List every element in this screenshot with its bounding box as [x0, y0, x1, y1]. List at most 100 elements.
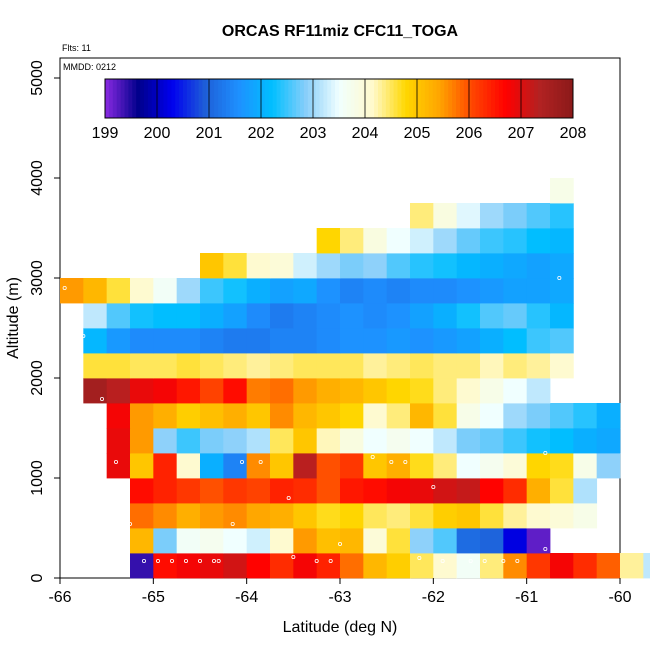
heatmap-cell — [386, 403, 411, 429]
heatmap-cell — [526, 203, 551, 229]
heatmap-cell — [293, 478, 318, 504]
colorbar-swatch — [327, 79, 332, 118]
heatmap-cell — [246, 528, 271, 554]
heatmap-cell — [200, 328, 224, 354]
heatmap-cell — [596, 453, 621, 479]
sample-points — [62, 275, 562, 564]
sample-point — [141, 559, 146, 564]
heatmap-cell — [456, 453, 481, 479]
heatmap-cell — [480, 528, 504, 554]
heatmap-cell — [176, 453, 201, 479]
heatmap-cell — [153, 553, 178, 579]
colorbar-swatch — [350, 79, 356, 118]
heatmap-cell — [130, 478, 154, 504]
heatmap-cell — [200, 353, 224, 379]
heatmap-cell — [526, 528, 551, 554]
heatmap-cell — [223, 303, 248, 329]
heatmap-cell — [270, 403, 294, 429]
heatmap-cell — [223, 553, 248, 579]
heatmap-cell — [316, 553, 341, 579]
colorbar-tick-label: 202 — [248, 125, 275, 142]
heatmap-cell — [316, 228, 341, 254]
colorbar-tick-label: 201 — [196, 125, 223, 142]
sample-point — [230, 522, 235, 527]
heatmap-cell — [270, 453, 294, 479]
heatmap-cell — [503, 403, 528, 429]
colorbar-swatch — [553, 79, 558, 118]
heatmap-cell — [316, 528, 341, 554]
heatmap-cell — [456, 303, 481, 329]
heatmap-cell — [270, 278, 294, 304]
heatmap-cell — [433, 453, 458, 479]
heatmap-cell — [550, 353, 574, 379]
heatmap-cell — [153, 503, 178, 529]
heatmap-cell — [410, 478, 434, 504]
heatmap-cell — [293, 503, 318, 529]
sample-point — [431, 484, 436, 489]
heatmap-cell — [270, 378, 294, 404]
heatmap-cell — [410, 528, 434, 554]
heatmap-cell — [130, 428, 154, 454]
heatmap-cell — [176, 528, 201, 554]
heatmap-cell — [596, 553, 621, 579]
colorbar-swatch — [491, 79, 496, 118]
heatmap-cell — [293, 403, 318, 429]
heatmap-cell — [503, 278, 528, 304]
colorbar-swatch — [140, 79, 145, 118]
heatmap-cell — [526, 378, 551, 404]
heatmap-cell — [480, 278, 504, 304]
colorbar-swatch — [549, 79, 554, 118]
colorbar-swatch — [319, 79, 324, 118]
colorbar-swatch — [315, 79, 320, 118]
heatmap-cell — [620, 553, 644, 579]
heatmap-cell — [526, 503, 551, 529]
heatmap-cell — [410, 453, 434, 479]
x-tick-label: -61 — [515, 589, 538, 606]
colorbar-swatch — [163, 79, 168, 118]
heatmap-cell — [200, 478, 224, 504]
colorbar-swatch — [222, 79, 227, 118]
heatmap-cell — [526, 453, 551, 479]
colorbar-swatch — [537, 79, 543, 118]
heatmap-cell — [176, 278, 201, 304]
heatmap-cell — [550, 303, 574, 329]
heatmap-cell — [316, 378, 341, 404]
colorbar-swatch — [541, 79, 547, 118]
heatmap-cell — [246, 503, 271, 529]
heatmap-cell — [246, 403, 271, 429]
heatmap-cell — [340, 478, 364, 504]
heatmap-cell — [573, 553, 598, 579]
heatmap-cell — [456, 278, 481, 304]
heatmap-cell — [480, 553, 504, 579]
sample-point — [155, 559, 160, 564]
colorbar-swatch — [151, 79, 157, 118]
heatmap-cell — [410, 403, 434, 429]
heatmap-cell — [503, 478, 528, 504]
colorbar-swatch — [108, 79, 114, 118]
colorbar-swatch — [565, 79, 570, 118]
heatmap-cell — [480, 303, 504, 329]
heatmap-cell — [106, 353, 131, 379]
sample-point — [286, 495, 291, 500]
colorbar-swatch — [105, 79, 110, 118]
colorbar-tick-label: 200 — [144, 125, 171, 142]
heatmap-cell — [106, 378, 131, 404]
heatmap-cell — [200, 428, 224, 454]
heatmap-cell — [316, 503, 341, 529]
heatmap-cell — [176, 403, 201, 429]
colorbar-swatch — [483, 79, 488, 118]
colorbar-swatch — [495, 79, 500, 118]
heatmap-cell — [270, 253, 294, 279]
heatmap-cell — [433, 503, 458, 529]
colorbar-swatch — [190, 79, 196, 118]
heatmap-cell — [433, 378, 458, 404]
heatmap-cell — [386, 428, 411, 454]
sample-point — [197, 559, 202, 564]
heatmap-cell — [410, 353, 434, 379]
heatmap-cell — [480, 203, 504, 229]
heatmap-cell — [223, 353, 248, 379]
heatmap-cell — [223, 253, 248, 279]
colorbar-swatch — [179, 79, 184, 118]
heatmap-cell — [550, 203, 574, 229]
